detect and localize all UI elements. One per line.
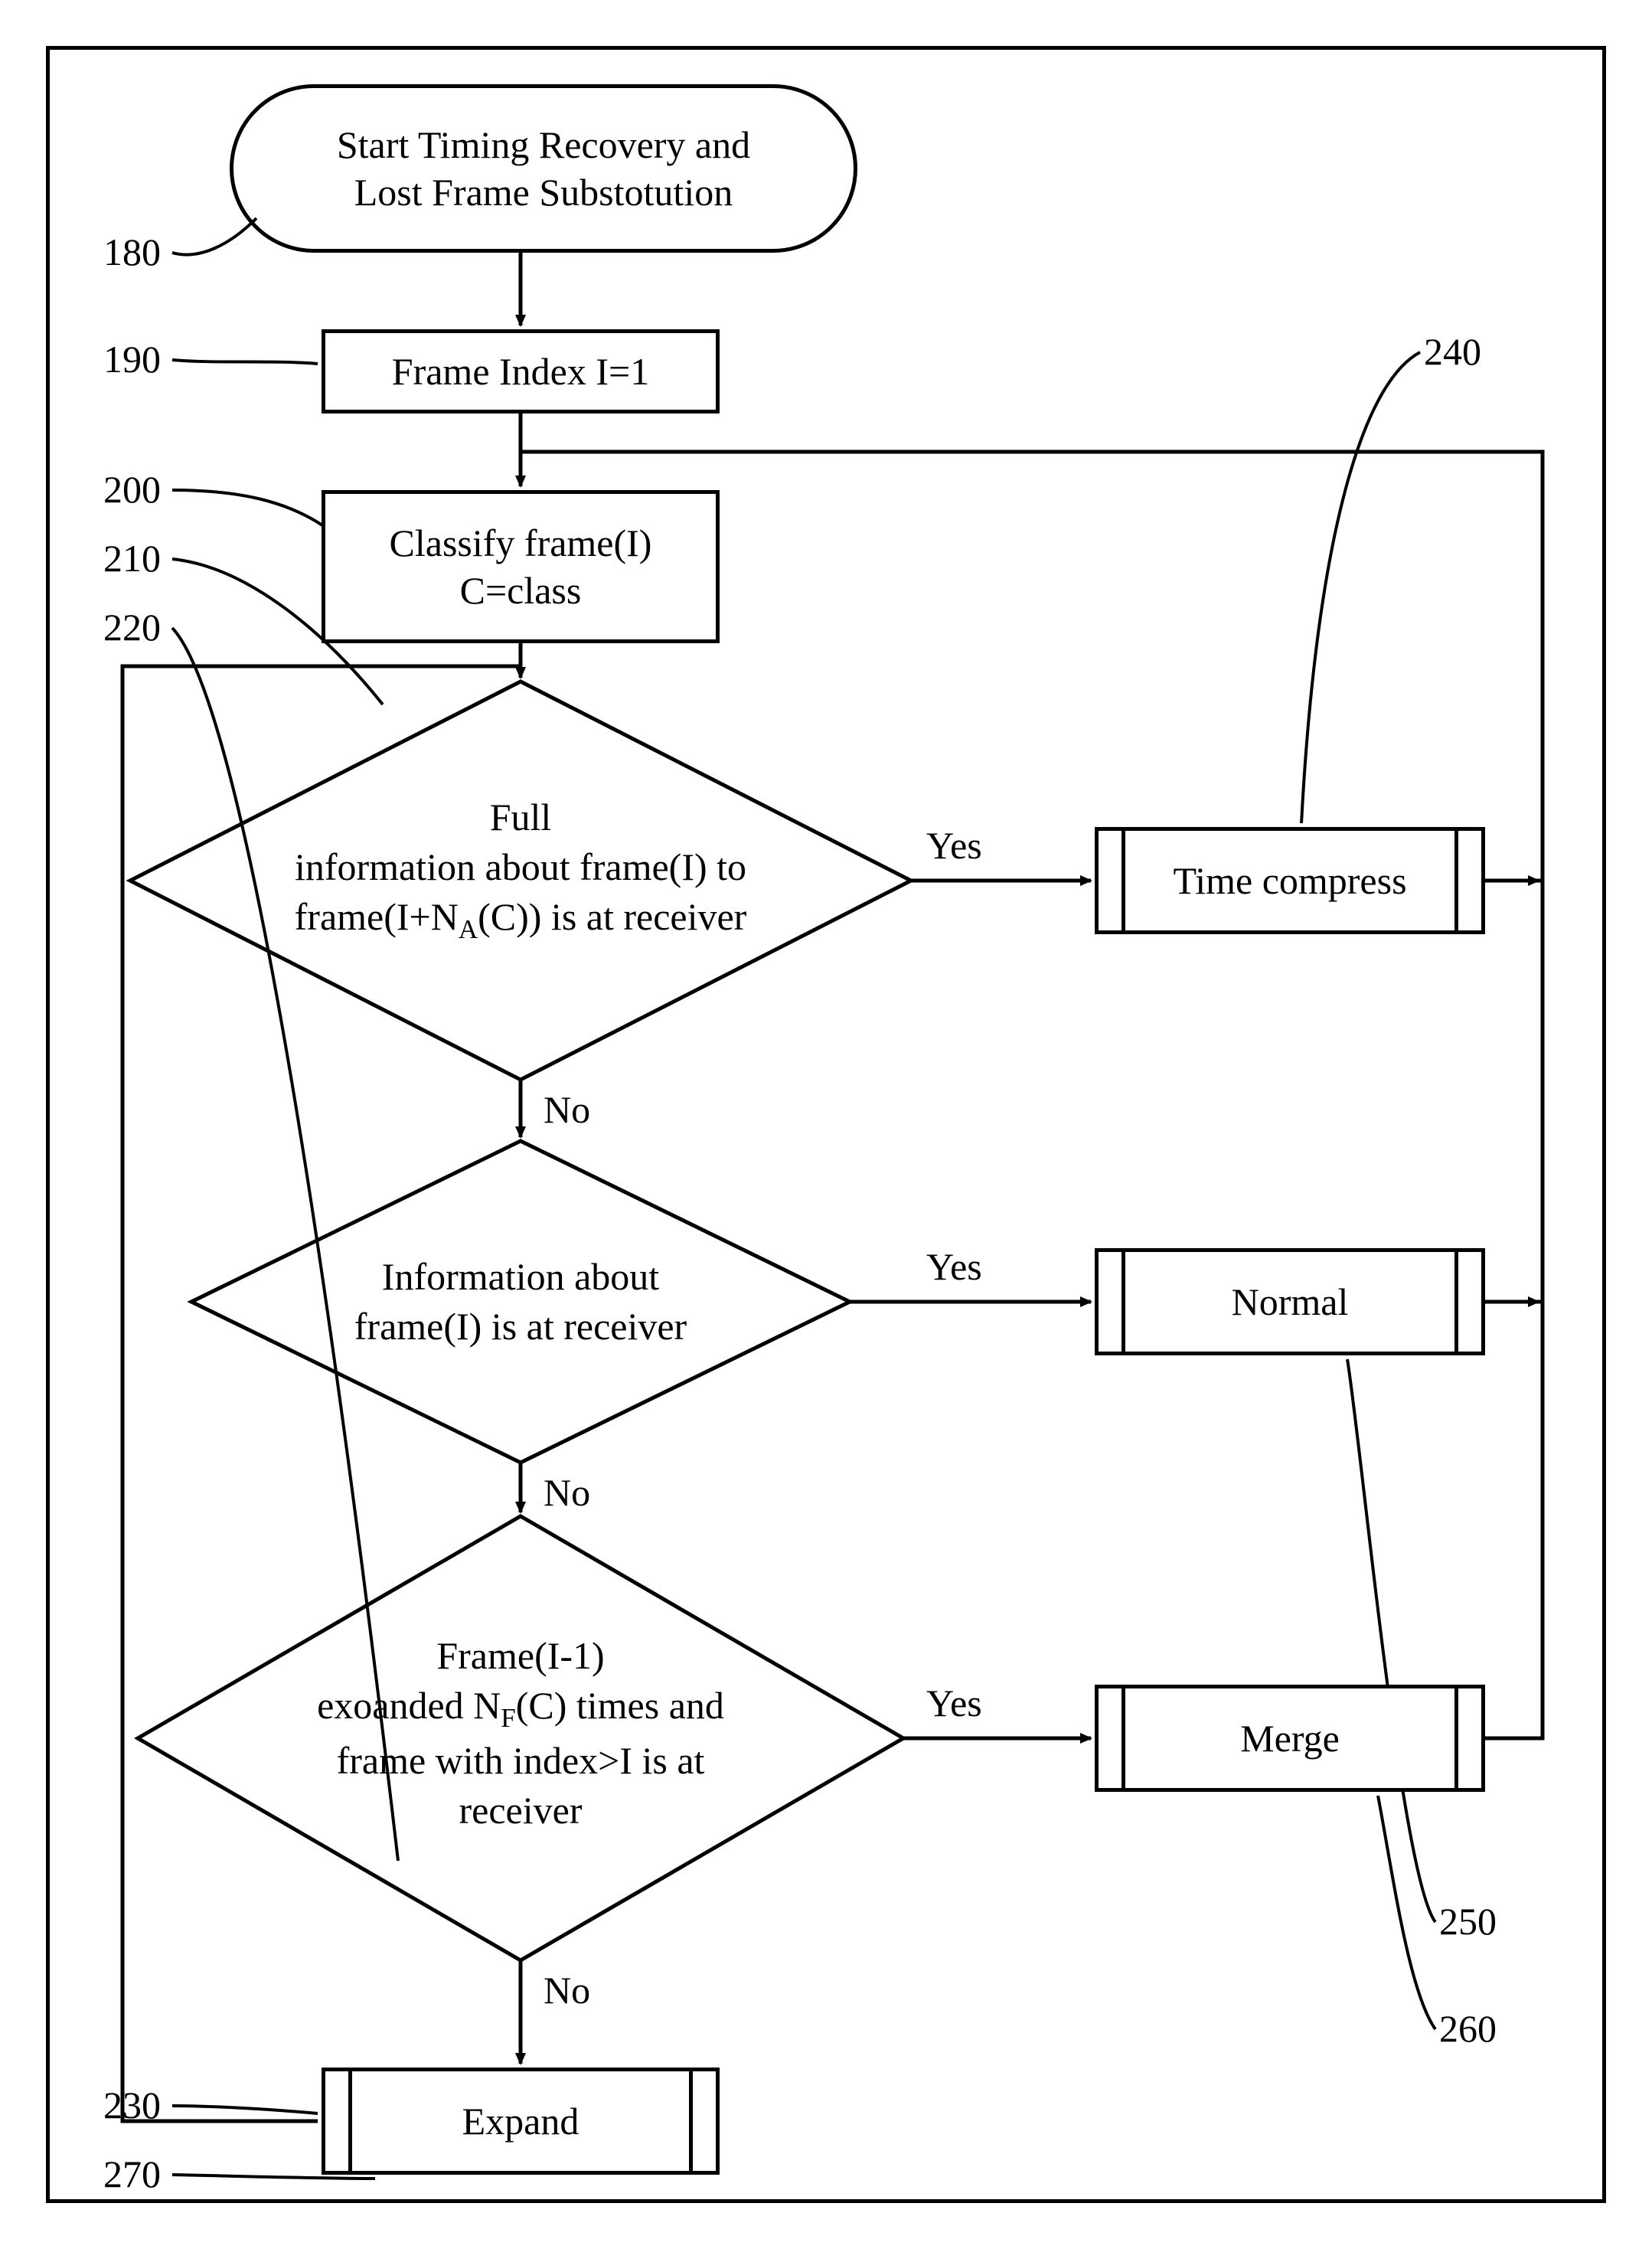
ref-250: 250 [1439,1899,1497,1943]
compress-subproc: Time compress [1095,827,1485,934]
ref-230: 230 [103,2083,161,2127]
d1-yes-label: Yes [926,823,982,868]
ref-240: 240 [1424,329,1481,374]
ref-200: 200 [103,467,161,512]
start-text-line1: Start Timing Recovery and [337,123,750,166]
decision-d1-text: Full information about frame(I) to frame… [214,793,827,947]
normal-subproc: Normal [1095,1248,1485,1355]
start-text-line2: Lost Frame Substotution [354,171,733,214]
classify-text-line1: Classify frame(I) [390,521,652,564]
decision-d3-text: Frame(I-1) exoanded NF(C) times and fram… [222,1631,819,1835]
d3-no-label: No [544,1968,590,2012]
flowchart-canvas: Start Timing Recovery and Lost Frame Sub… [0,0,1652,2249]
expand-subproc: Expand [322,2068,720,2175]
start-terminator: Start Timing Recovery and Lost Frame Sub… [230,84,857,253]
init-text: Frame Index I=1 [392,348,649,396]
expand-label: Expand [325,2071,716,2171]
compress-label: Time compress [1099,831,1481,930]
d2-yes-label: Yes [926,1244,982,1289]
ref-210: 210 [103,536,161,580]
d2-line1: Information about [382,1255,659,1298]
d1-line2: information about frame(I) to [295,845,746,888]
d1-line1: Full [490,796,552,838]
ref-190: 190 [103,337,161,381]
d2-line2: frame(I) is at receiver [354,1305,687,1348]
decision-d2-text: Information about frame(I) is at receive… [260,1252,781,1352]
d3-line4: receiver [459,1789,583,1832]
merge-label: Merge [1099,1688,1481,1788]
ref-270: 270 [103,2152,161,2196]
normal-label: Normal [1099,1252,1481,1352]
classify-text-line2: C=class [460,569,582,612]
d3-line2: exoanded NF(C) times and [317,1684,724,1727]
merge-subproc: Merge [1095,1685,1485,1792]
d2-no-label: No [544,1470,590,1515]
d1-line3: frame(I+NA(C)) is at receiver [295,895,747,938]
outer-border [46,46,1606,2203]
ref-180: 180 [103,230,161,274]
d1-no-label: No [544,1087,590,1132]
d3-yes-label: Yes [926,1681,982,1725]
init-process: Frame Index I=1 [322,329,720,414]
d3-line1: Frame(I-1) [436,1634,604,1677]
d3-line3: frame with index>I is at [337,1739,705,1782]
ref-260: 260 [1439,2006,1497,2051]
ref-220: 220 [103,605,161,649]
classify-process: Classify frame(I) C=class [322,490,720,643]
